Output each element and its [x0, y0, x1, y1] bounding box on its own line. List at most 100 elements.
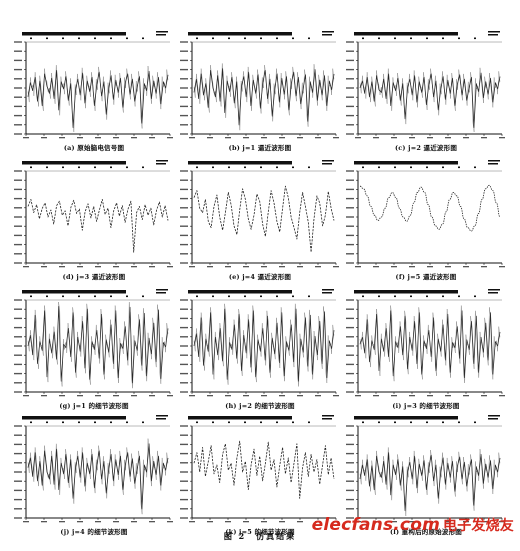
signal-texture-j: [27, 438, 169, 515]
header-tick: [196, 166, 198, 169]
y-tick-label: [346, 41, 354, 43]
y-tick-label: [180, 382, 188, 384]
y-tick-label: [14, 452, 22, 455]
header-tick: [426, 166, 428, 169]
panel-caption-f: (f) j=5 逼近波形图: [395, 273, 457, 281]
x-tick-label: [23, 137, 29, 139]
x-tick-label: [373, 266, 379, 268]
y-tick-label: [180, 50, 188, 52]
chart-svg-a: [14, 31, 173, 139]
corner-mark: [488, 415, 500, 417]
y-tick-label: [180, 78, 188, 80]
chart-panel-a: (a) 原始脑电信号图: [10, 24, 178, 156]
y-tick-label: [180, 207, 188, 209]
x-tick-label: [261, 137, 267, 139]
y-tick-label: [14, 471, 22, 473]
chart-panel-b: (b) j=1 逼近波形图: [176, 24, 344, 156]
x-tick-label: [41, 395, 47, 397]
y-tick-label: [180, 517, 188, 519]
signal-line-f: [359, 184, 501, 232]
header-bar: [188, 416, 292, 420]
header-tick: [378, 37, 380, 40]
x-tick-label: [333, 521, 339, 523]
header-tick: [228, 295, 230, 298]
x-tick-label: [59, 395, 65, 397]
corner-mark: [488, 31, 500, 33]
y-tick-label: [346, 133, 354, 135]
y-tick-label: [180, 345, 188, 347]
y-tick-label: [180, 391, 188, 393]
header-tick: [458, 37, 460, 40]
corner-mark: [488, 418, 498, 420]
y-tick-label: [346, 517, 354, 519]
x-tick-label: [499, 137, 505, 139]
y-tick-label: [346, 354, 354, 356]
x-tick-label: [261, 395, 267, 397]
x-tick-label: [225, 137, 231, 139]
header-tick: [110, 295, 112, 298]
y-tick-label: [14, 317, 22, 320]
x-tick-label: [427, 521, 433, 523]
signal-texture-h: [193, 303, 335, 387]
panel-caption-b: (b) j=1 逼近波形图: [228, 144, 292, 152]
header-tick: [94, 295, 96, 298]
corner-mark: [156, 163, 166, 165]
y-tick-label: [346, 317, 354, 320]
x-tick-label: [225, 395, 231, 397]
y-tick-label: [14, 78, 22, 80]
x-tick-label: [95, 137, 101, 139]
x-tick-label: [95, 395, 101, 397]
y-tick-label: [346, 179, 354, 181]
header-tick: [228, 421, 230, 424]
header-tick: [244, 295, 246, 298]
header-tick: [276, 166, 278, 169]
y-tick-label: [180, 434, 188, 436]
y-tick-label: [180, 363, 188, 366]
x-tick-label: [149, 521, 155, 523]
corner-mark: [156, 292, 166, 294]
y-tick-label: [180, 114, 188, 117]
x-tick-label: [463, 521, 469, 523]
header-tick: [110, 166, 112, 169]
x-tick-label: [189, 521, 195, 523]
x-tick-label: [41, 137, 47, 139]
header-tick: [442, 421, 444, 424]
y-tick-label: [180, 225, 188, 227]
chart-svg-g: [14, 289, 173, 397]
header-tick: [260, 421, 262, 424]
x-tick-label: [445, 395, 451, 397]
header-tick: [426, 37, 428, 40]
panel-caption-k: (k) j=5 的细节波形图: [225, 528, 295, 536]
x-tick-label: [373, 521, 379, 523]
header-bar: [188, 32, 292, 36]
header-tick: [458, 295, 460, 298]
y-tick-label: [180, 243, 188, 246]
signal-line-e: [193, 185, 335, 253]
x-tick-label: [279, 137, 285, 139]
x-tick-label: [499, 266, 505, 268]
x-tick-label: [427, 266, 433, 268]
y-tick-label: [180, 124, 188, 126]
header-tick: [362, 421, 364, 424]
corner-mark: [322, 292, 332, 294]
x-tick-label: [445, 266, 451, 268]
panel-caption-d: (d) j=3 逼近波形图: [62, 273, 126, 281]
x-tick-label: [225, 266, 231, 268]
x-tick-label: [499, 395, 505, 397]
y-tick-label: [180, 498, 188, 501]
y-tick-label: [14, 336, 22, 338]
chart-svg-c: [346, 31, 505, 139]
x-tick-label: [355, 137, 361, 139]
signal-texture-b: [193, 63, 335, 131]
header-bar: [22, 416, 126, 420]
x-tick-label: [315, 266, 321, 268]
y-tick-label: [14, 354, 22, 356]
x-tick-label: [77, 137, 83, 139]
y-tick-label: [180, 170, 188, 172]
x-tick-label: [315, 521, 321, 523]
y-tick-label: [14, 50, 22, 52]
y-tick-label: [180, 452, 188, 455]
x-tick-label: [261, 521, 267, 523]
chart-svg-l: [346, 415, 505, 523]
signal-texture-i: [359, 305, 501, 384]
